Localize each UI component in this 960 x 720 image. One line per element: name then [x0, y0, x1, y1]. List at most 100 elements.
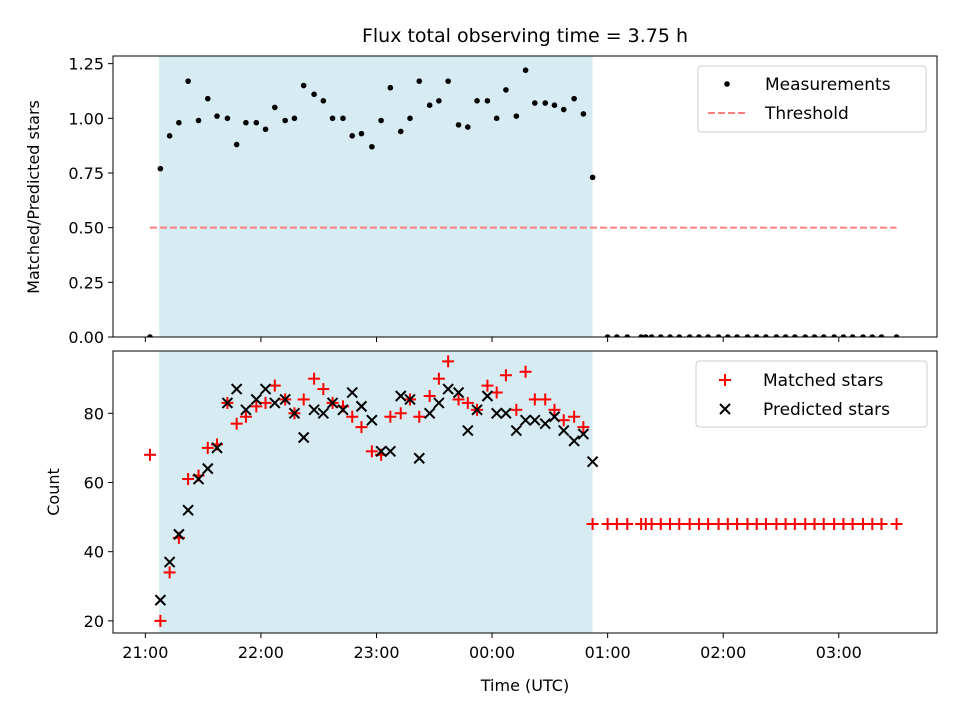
- predicted-point: [413, 452, 425, 464]
- matched-point: [673, 518, 686, 531]
- predicted-point: [539, 417, 551, 430]
- measurement-point: [802, 334, 809, 337]
- measurement-point: [734, 334, 740, 337]
- predicted-point: [337, 404, 349, 416]
- measurement-point: [638, 334, 644, 337]
- measurement-point: [860, 334, 866, 337]
- y-tick-label: 40: [84, 543, 104, 562]
- matched-point: [548, 403, 561, 416]
- predicted-point: [317, 407, 330, 419]
- measurement-point: [542, 100, 549, 106]
- measurement-point: [464, 124, 471, 130]
- predicted-point: [308, 404, 320, 416]
- measurement-point: [387, 84, 394, 91]
- matched-point: [610, 518, 623, 531]
- predicted-point: [182, 504, 194, 516]
- matched-point: [154, 614, 167, 627]
- matched-point: [346, 410, 359, 423]
- x-tick-label: 03:00: [816, 643, 862, 662]
- measurement-point: [474, 98, 480, 104]
- matched-point: [163, 566, 176, 579]
- predicted-point: [163, 556, 176, 568]
- measurement-point: [358, 130, 365, 137]
- measurement-point: [792, 334, 798, 337]
- measurement-point: [320, 98, 327, 104]
- measurement-point: [878, 334, 885, 337]
- x-tick-label: 23:00: [353, 643, 399, 662]
- legend-predicted-marker: [719, 403, 731, 415]
- measurement-point: [407, 115, 413, 122]
- measurement-point: [725, 334, 731, 337]
- measurement-point: [157, 165, 164, 172]
- measurement-point: [571, 95, 577, 102]
- predicted-point: [192, 473, 205, 485]
- matched-point: [577, 421, 590, 434]
- ylabel-count: Count: [44, 468, 63, 516]
- plot-area-top: [112, 55, 938, 338]
- matched-point: [568, 410, 581, 423]
- legend-matched-label: Matched stars: [763, 371, 883, 391]
- measurement-point: [436, 98, 442, 104]
- predicted-point: [577, 428, 590, 440]
- matched-point: [890, 518, 903, 531]
- measurement-point: [782, 334, 789, 337]
- measurement-point: [676, 334, 683, 337]
- measurement-point: [753, 334, 760, 337]
- ylabel-ratio: Matched/Predicted stars: [24, 100, 43, 294]
- predicted-point: [154, 594, 167, 606]
- measurement-point: [253, 119, 260, 126]
- measurement-point: [763, 334, 769, 337]
- matched-point: [442, 355, 455, 368]
- predicted-point: [297, 431, 310, 444]
- measurement-point: [224, 115, 231, 122]
- predicted-point: [279, 393, 291, 406]
- matched-point: [510, 403, 523, 416]
- measurement-point: [233, 141, 240, 148]
- chart-title: Flux total observing time = 3.75 h: [362, 25, 688, 47]
- matched-point: [259, 396, 272, 409]
- panel-counts: 20 40 60 80 21:00 22:00 23:00 00:00 01:00 02:00 0…: [44, 350, 938, 695]
- predicted-point: [510, 424, 523, 437]
- legend-matched-marker: [719, 374, 731, 386]
- matched-point: [268, 379, 281, 392]
- measurement-point: [580, 111, 587, 117]
- predicted-point: [346, 386, 358, 399]
- matched-point: [499, 369, 512, 382]
- measurement-point: [204, 95, 211, 102]
- matched-point: [230, 417, 243, 430]
- predicted-point: [452, 386, 465, 399]
- measurement-point: [604, 334, 611, 337]
- measurement-point: [340, 115, 346, 122]
- predicted-point: [404, 393, 416, 406]
- y-tick-label: 0.50: [68, 219, 104, 238]
- y-tick-label: 1.25: [68, 55, 104, 74]
- measurement-point: [147, 334, 153, 337]
- measurement-point: [648, 334, 655, 337]
- predicted-point: [250, 393, 263, 406]
- measurement-point: [831, 334, 837, 337]
- measurement-point: [522, 67, 529, 74]
- matched-point: [423, 389, 436, 402]
- predicted-point: [326, 397, 339, 409]
- measurement-point: [820, 334, 827, 337]
- x-tick-label: 22:00: [238, 643, 284, 662]
- measurement-point: [696, 334, 702, 337]
- measurement-point: [214, 113, 220, 119]
- xlabel: Time (UTC): [480, 676, 569, 695]
- predicted-point: [259, 383, 272, 395]
- predicted-point: [500, 407, 512, 419]
- predicted-point: [548, 411, 561, 423]
- measurement-point: [378, 117, 384, 124]
- predicted-point: [173, 528, 185, 541]
- measurement-point: [551, 102, 558, 109]
- measurement-point: [445, 78, 451, 84]
- measurement-point: [589, 174, 596, 181]
- predicted-point: [519, 414, 532, 426]
- predicted-point: [568, 435, 580, 447]
- matched-point: [317, 383, 330, 396]
- measurement-point: [243, 119, 249, 126]
- matched-point: [557, 414, 570, 427]
- measurement-point: [195, 117, 202, 124]
- measurement-point: [869, 334, 876, 337]
- matched-point: [365, 445, 378, 458]
